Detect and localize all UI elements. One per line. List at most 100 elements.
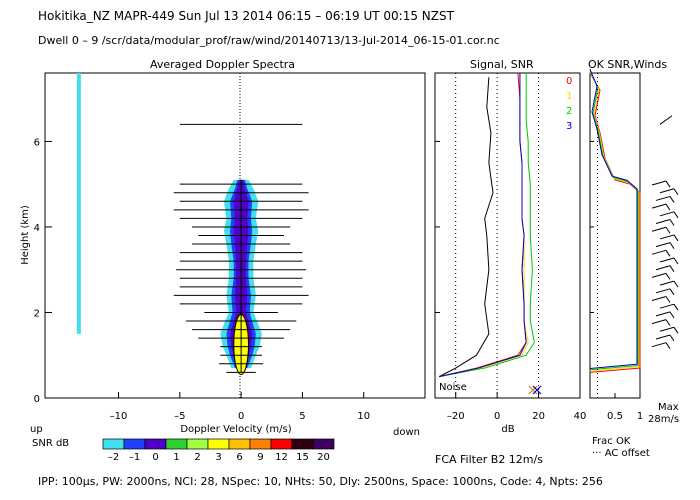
wind-barb bbox=[651, 226, 667, 232]
signal-panel-title: Signal, SNR bbox=[470, 58, 534, 71]
spectra-group bbox=[76, 73, 309, 375]
wind-barb bbox=[659, 211, 675, 217]
cross-markers bbox=[528, 385, 542, 395]
snr-legend-tick: 2 bbox=[194, 452, 200, 463]
wind-barb-flag bbox=[665, 296, 671, 303]
snr-legend-tick: 1 bbox=[173, 452, 179, 463]
beam-legend-entry: 2 bbox=[566, 106, 572, 117]
ok-panel-title: OK SNR,Winds bbox=[588, 58, 668, 71]
doppler-tick-label: –5 bbox=[174, 411, 185, 422]
filter-label: FCA Filter B2 12m/s bbox=[435, 453, 543, 466]
snr-legend-tick: 0 bbox=[152, 452, 158, 463]
wind-barb-flag bbox=[673, 280, 679, 288]
wind-barb-flag bbox=[669, 288, 675, 296]
doppler-tick-label: 10 bbox=[357, 411, 370, 422]
wind-barb bbox=[651, 249, 667, 255]
dwell-path: Dwell 0 – 9 /scr/data/modular_prof/raw/w… bbox=[38, 34, 500, 47]
doppler-axis-label: Doppler Velocity (m/s) bbox=[180, 424, 291, 435]
max-label: Max bbox=[658, 402, 679, 413]
wind-barb bbox=[651, 342, 667, 348]
signal-series-3 bbox=[439, 73, 527, 378]
snr-legend-swatch bbox=[165, 438, 188, 450]
snr-legend-tick: 12 bbox=[275, 452, 288, 463]
height-tick-label: 0 bbox=[34, 394, 40, 405]
db-tick-label: –20 bbox=[447, 411, 465, 422]
doppler-tick-label: 5 bbox=[299, 411, 305, 422]
height-ticks: 0 2 4 6 bbox=[34, 137, 594, 405]
snr-legend-swatch bbox=[270, 438, 293, 450]
wind-barb-flag bbox=[665, 273, 671, 280]
wind-barb bbox=[655, 242, 671, 248]
wind-barb-flag bbox=[673, 257, 679, 265]
height-tick-label: 4 bbox=[34, 223, 40, 234]
snr-legend-swatch bbox=[312, 438, 335, 450]
wind-barb bbox=[659, 280, 675, 286]
noise-label: Noise bbox=[439, 382, 467, 393]
height-axis-label: Height (km) bbox=[20, 205, 31, 265]
signal-series-0 bbox=[439, 72, 527, 378]
signal-group bbox=[438, 72, 535, 378]
frac-tick-label: 0.5 bbox=[607, 411, 623, 422]
snr-legend-swatch bbox=[144, 438, 167, 450]
snr-legend-tick: 15 bbox=[296, 452, 309, 463]
wind-barb bbox=[651, 296, 667, 301]
frac-ok-line bbox=[589, 68, 638, 369]
beam-legend-entry: 3 bbox=[566, 121, 572, 132]
wind-barb-flag bbox=[669, 311, 675, 319]
wind-barb bbox=[651, 180, 667, 186]
doppler-ticks: –10 –5 0 5 10 bbox=[110, 392, 370, 422]
up-label: up bbox=[30, 424, 43, 435]
wind-barb-flag bbox=[665, 319, 671, 326]
wind-barb bbox=[659, 257, 675, 263]
signal-series-noise bbox=[438, 77, 494, 378]
down-label: down bbox=[393, 427, 420, 438]
wind-barb bbox=[651, 319, 667, 325]
snr-legend-tick: 6 bbox=[236, 452, 242, 463]
wind-barb-flag bbox=[673, 188, 679, 196]
wind-barb-flag bbox=[665, 226, 671, 234]
db-tick-label: 40 bbox=[574, 411, 587, 422]
wind-barb bbox=[659, 326, 675, 332]
snr-legend-tick: 3 bbox=[215, 452, 221, 463]
wind-barb-flag bbox=[665, 342, 671, 349]
spectra-panel-title: Averaged Doppler Spectra bbox=[150, 58, 296, 71]
height-tick-label: 6 bbox=[34, 137, 40, 148]
signal-series-2 bbox=[439, 73, 535, 378]
wind-barb bbox=[655, 288, 671, 294]
signal-plot-frame bbox=[434, 72, 581, 399]
doppler-tick-label: –10 bbox=[110, 411, 128, 422]
wind-barb-flag bbox=[673, 211, 679, 219]
wind-barb bbox=[659, 234, 675, 240]
wind-barb-flag bbox=[673, 303, 679, 311]
spectra-plot-frame bbox=[44, 72, 426, 399]
beam-legend: 0 1 2 3 bbox=[566, 76, 572, 132]
height-tick-label: 2 bbox=[34, 308, 40, 319]
ok-group bbox=[589, 68, 641, 373]
wind-barb-flag bbox=[665, 250, 671, 257]
beam-legend-entry: 1 bbox=[566, 91, 572, 102]
wind-barb-flag bbox=[669, 265, 675, 272]
wind-barb bbox=[655, 311, 671, 317]
doppler-tick-label: 0 bbox=[238, 411, 244, 422]
wind-barb-flag bbox=[673, 327, 679, 334]
snr-legend-label: SNR dB bbox=[32, 438, 69, 449]
wind-barb bbox=[659, 303, 675, 309]
snr-legend-swatch bbox=[291, 438, 314, 450]
wind-barb-flag bbox=[665, 180, 671, 188]
wind-barb bbox=[651, 272, 667, 278]
snr-legend-swatch bbox=[228, 438, 251, 450]
snr-legend-tick: –2 bbox=[108, 452, 119, 463]
frac-ok-line bbox=[589, 70, 639, 371]
wind-barb-flag bbox=[669, 196, 675, 203]
beam-legend-entry: 0 bbox=[566, 76, 572, 87]
snr-legend: –2 –1 0 1 2 3 6 9 12 15 20 bbox=[102, 438, 335, 463]
snr-legend-tick: 9 bbox=[257, 452, 263, 463]
snr-legend-swatch bbox=[123, 438, 146, 450]
wind-barb bbox=[659, 188, 675, 194]
parameters-line: IPP: 100μs, PW: 2000ns, NCI: 28, NSpec: … bbox=[38, 475, 603, 488]
wind-barb bbox=[655, 265, 671, 271]
db-tick-label: 20 bbox=[532, 411, 545, 422]
ac-offset-label: ··· AC offset bbox=[592, 448, 650, 459]
wind-barb-flag bbox=[665, 203, 671, 211]
